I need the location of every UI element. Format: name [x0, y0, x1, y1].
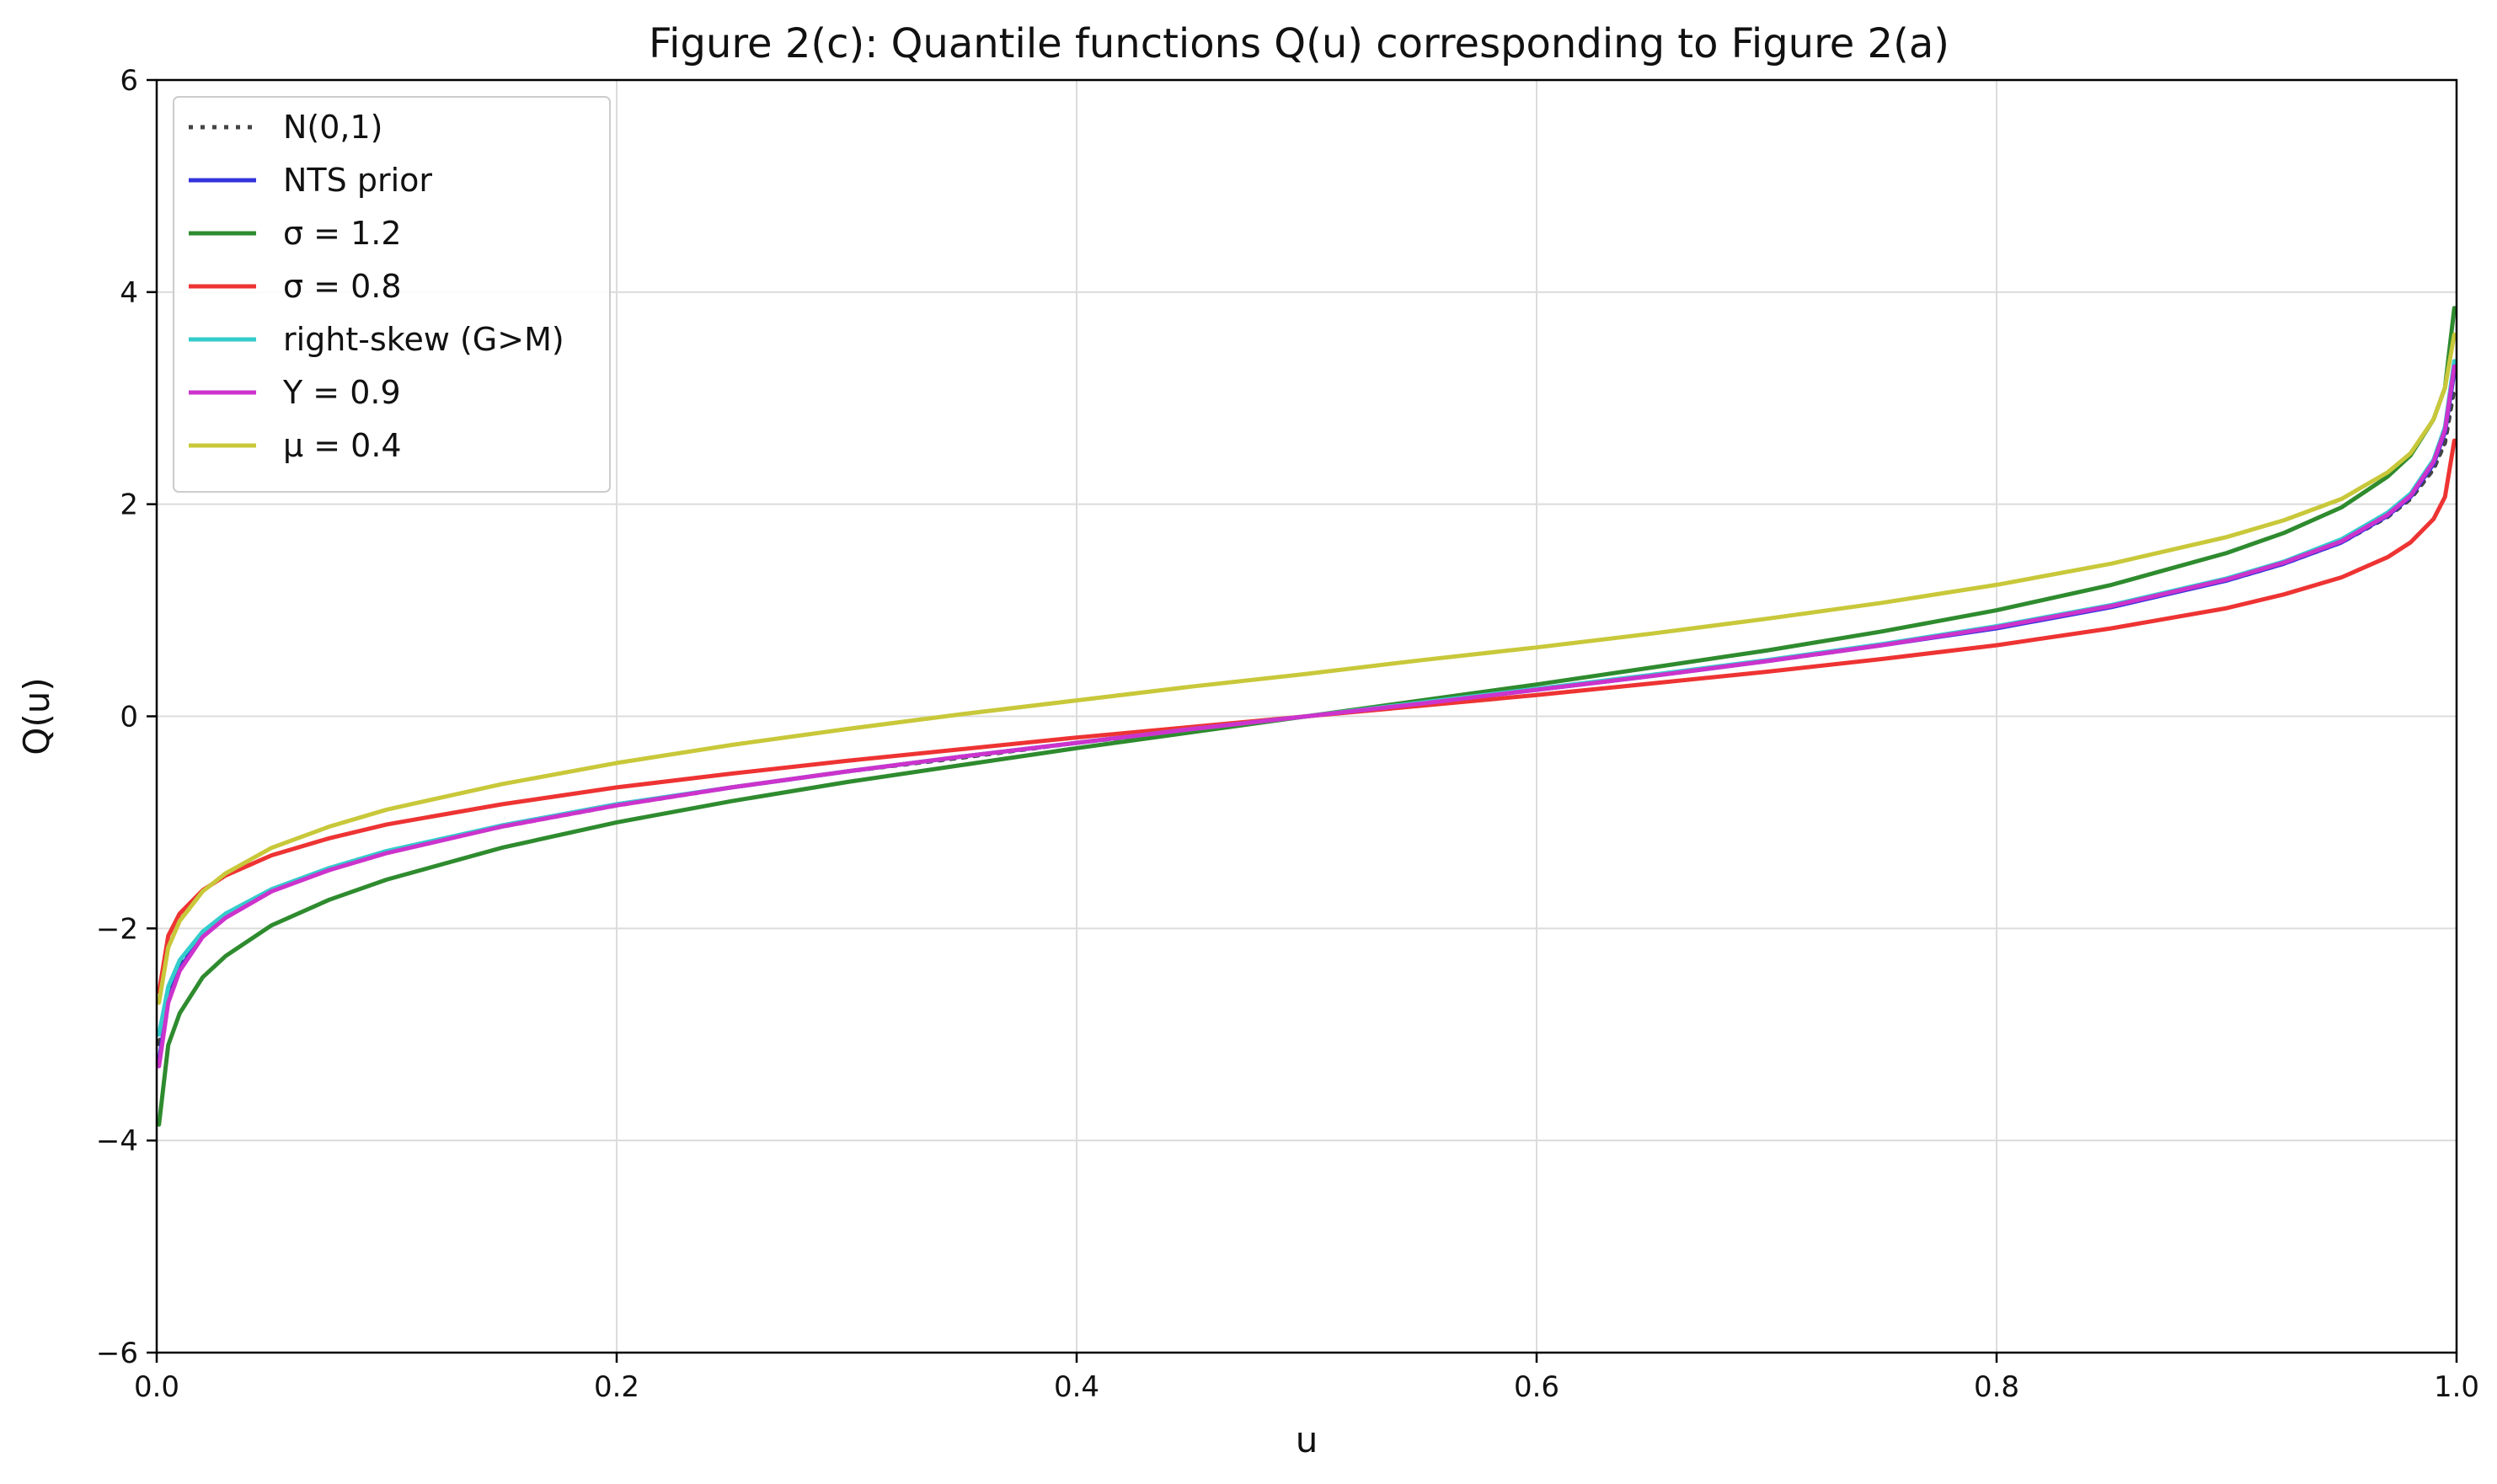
- y-axis-ticks: −6 −4 −2 0 2 4 6: [96, 64, 157, 1370]
- y-tick-label: 4: [120, 276, 138, 310]
- y-tick-label: −2: [96, 912, 138, 946]
- series-line-5: [157, 364, 2457, 1069]
- legend-entry: NTS prior: [283, 162, 432, 199]
- legend-entry: σ = 1.2: [283, 215, 402, 252]
- x-tick-label: 1.0: [2434, 1370, 2479, 1404]
- x-axis-ticks: 0.0 0.2 0.4 0.6 0.8 1.0: [134, 1353, 2479, 1404]
- x-tick-label: 0.4: [1054, 1370, 1099, 1404]
- legend: N(0,1) NTS prior σ = 1.2 σ = 0.8 right-skew …: [173, 96, 611, 493]
- x-tick-label: 0.0: [134, 1370, 179, 1404]
- y-tick-label: 2: [120, 488, 138, 522]
- chart-title: Figure 2(c): Quantile functions Q(u) cor…: [649, 20, 1949, 67]
- legend-entry: N(0,1): [283, 109, 383, 146]
- legend-entry: Y = 0.9: [282, 374, 401, 411]
- legend-entry: μ = 0.4: [283, 427, 402, 464]
- y-tick-label: −4: [96, 1124, 138, 1158]
- y-axis-label: Q(u): [16, 677, 57, 755]
- y-tick-label: 0: [120, 701, 138, 734]
- x-axis-label: u: [1296, 1419, 1318, 1460]
- legend-box: [173, 96, 611, 493]
- x-tick-label: 0.2: [594, 1370, 639, 1404]
- y-tick-label: −6: [96, 1337, 138, 1370]
- plot-lines: [157, 306, 2457, 1127]
- x-tick-label: 0.6: [1514, 1370, 1559, 1404]
- legend-entry: right-skew (G>M): [283, 321, 564, 358]
- series-line-6: [157, 332, 2457, 1005]
- legend-entry: σ = 0.8: [283, 268, 402, 305]
- y-tick-label: 6: [120, 64, 138, 98]
- x-tick-label: 0.8: [1974, 1370, 2019, 1404]
